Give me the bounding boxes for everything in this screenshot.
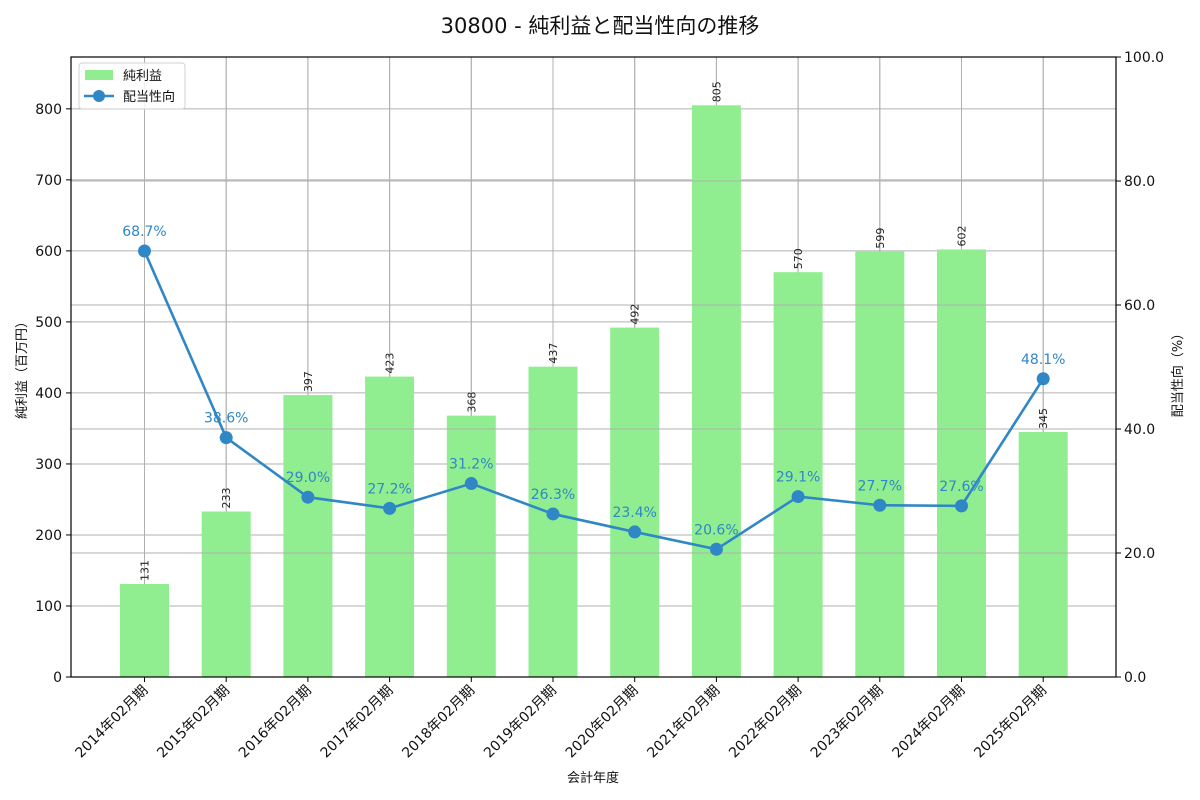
percent-label: 20.6% [694,522,738,538]
bar [610,327,660,677]
bar [937,249,986,677]
bar-value-label: 570 [792,248,805,269]
bar [201,511,251,677]
x-tick-label: 2025年02月期 [971,683,1050,762]
y-left-tick-label: 500 [35,315,62,331]
axes: 0 100 200 300 400 500 600 700 800 0.0 20.0 40.0 60.0… [15,50,1186,786]
legend-label: 純利益 [123,69,162,84]
y-right-tick-label: 80.0 [1124,174,1155,190]
bar [120,583,169,677]
x-axis-title: 会計年度 [567,770,619,786]
line-marker [955,499,968,513]
legend-label: 配当性向 [123,89,175,105]
bar-value-label: 602 [956,225,969,246]
x-tick-label: 2018年02月期 [399,683,478,762]
bar [1018,431,1068,677]
y-right-axis-title: 配当性向（%） [1170,327,1186,417]
bar [855,251,905,677]
y-left-tick-label: 100 [35,599,62,615]
x-tick-label: 2019年02月期 [481,683,560,762]
line-marker [301,490,315,504]
percent-label: 23.4% [612,505,656,521]
bar [283,395,333,677]
bar [446,415,496,677]
bar-value-label: 805 [710,81,723,102]
y-left-tick-label: 800 [35,102,62,118]
x-tick-label: 2016年02月期 [236,683,315,762]
bar-series: 131 233 397 423 368 437 492 805 570 599 602 345 [71,56,1116,678]
legend-line-marker-icon [93,90,105,102]
percent-label: 29.1% [776,470,820,486]
bar-value-label: 397 [302,371,315,392]
percent-label: 48.1% [1021,352,1065,368]
y-right-tick-label: 60.0 [1124,298,1155,314]
percent-label: 68.7% [122,224,166,240]
y-right-tick-label: 20.0 [1124,546,1155,562]
bar-value-label: 131 [139,560,152,581]
y-left-axis-title: 純利益（百万円） [15,315,30,419]
percent-label: 27.2% [367,481,411,497]
percent-label: 29.0% [286,470,330,486]
chart-title: 30800 - 純利益と配当性向の推移 [440,14,760,38]
percent-label: 27.6% [939,479,983,495]
x-tick-label: 2023年02月期 [808,683,887,762]
y-left-tick-label: 0 [53,670,62,686]
line-marker [138,244,151,258]
y-right-tick-label: 0.0 [1124,670,1146,686]
line-marker [546,507,560,521]
legend-bar-swatch-icon [85,70,113,80]
bar [528,366,578,677]
y-left-tick-label: 300 [35,457,62,473]
y-left-tick-label: 700 [35,173,62,189]
y-left-tick-label: 600 [35,244,62,260]
bar [773,272,823,677]
x-tick-label: 2015年02月期 [154,683,233,762]
line-marker [628,525,642,539]
x-tick-label: 2022年02月期 [726,683,805,762]
line-marker [383,501,397,515]
bar-value-label: 492 [629,304,642,325]
x-tick-label: 2020年02月期 [563,683,642,762]
percent-label: 38.6% [204,411,248,427]
percent-label: 26.3% [531,487,575,503]
line-marker [464,477,478,491]
bar [691,105,741,678]
x-tick-label: 2021年02月期 [644,683,723,762]
line-series: 68.7% 38.6% 29.0% 27.2% 31.2% 26.3% 23.4% 20.6%… [122,224,1065,556]
bar-value-label: 437 [547,343,560,364]
bar [365,376,415,677]
line-marker [791,490,805,504]
y-left-tick-label: 400 [35,386,62,402]
x-tick-label: 2024年02月期 [890,683,969,762]
y-left-tick-label: 200 [35,528,62,544]
y-right-tick-label: 100.0 [1124,50,1164,66]
y-right-tick-label: 40.0 [1124,422,1155,438]
x-tick-label: 2017年02月期 [318,683,397,762]
bar-value-label: 345 [1037,408,1050,429]
line-marker [709,542,723,556]
bar-value-label: 233 [220,488,233,509]
bar-value-label: 423 [384,353,397,374]
line-marker [219,431,233,445]
bar-value-label: 368 [465,392,478,413]
bar-value-label: 599 [874,228,887,249]
line-marker [873,498,887,512]
percent-label: 31.2% [449,457,493,473]
line-marker [1036,372,1050,386]
x-tick-label: 2014年02月期 [73,683,152,762]
percent-label: 27.7% [858,478,902,494]
